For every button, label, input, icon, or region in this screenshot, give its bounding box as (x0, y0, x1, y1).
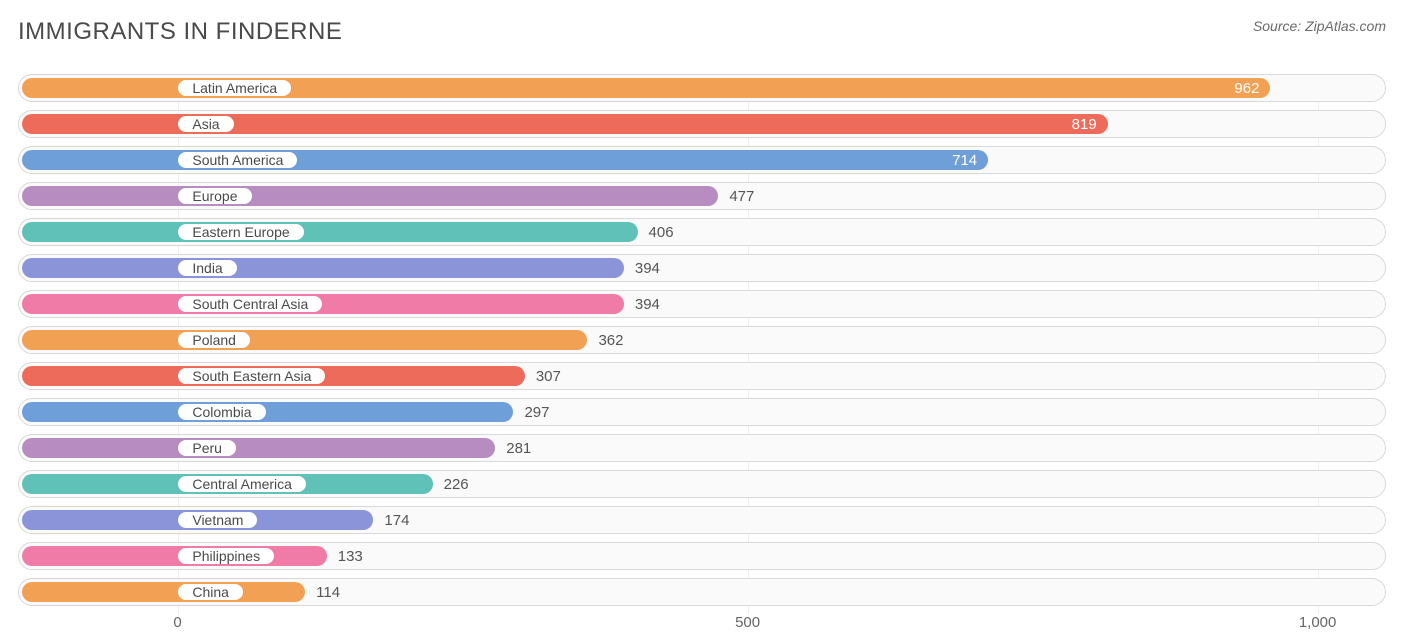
bar-value: 406 (649, 219, 674, 245)
chart-area: Latin America 962 Asia 819 South America 714 E… (18, 74, 1386, 642)
bar-label: South Central Asia (176, 294, 324, 314)
bar-row: Central America 226 (18, 470, 1386, 498)
bar-label: Philippines (176, 546, 276, 566)
bar-row: Poland 362 (18, 326, 1386, 354)
bar-label: Colombia (176, 402, 267, 422)
bar-row: Peru 281 (18, 434, 1386, 462)
chart-header: IMMIGRANTS IN FINDERNE Source: ZipAtlas.… (18, 18, 1386, 46)
bar-value: 307 (536, 363, 561, 389)
axis-tick: 500 (735, 614, 760, 631)
bar-fill (22, 258, 624, 278)
bar-row: India 394 (18, 254, 1386, 282)
bar-fill (22, 402, 513, 422)
bar-value: 114 (316, 579, 340, 605)
bar-row: Vietnam 174 (18, 506, 1386, 534)
bar-fill (22, 150, 988, 170)
bar-row: Philippines 133 (18, 542, 1386, 570)
bar-fill (22, 438, 495, 458)
bar-label: China (176, 582, 245, 602)
bar-label: Eastern Europe (176, 222, 305, 242)
bar-value: 819 (1072, 111, 1097, 137)
bar-value: 297 (524, 399, 549, 425)
bar-label: Asia (176, 114, 235, 134)
bar-row: Asia 819 (18, 110, 1386, 138)
x-axis: 0 500 1,000 (18, 614, 1386, 642)
axis-tick: 1,000 (1299, 614, 1337, 631)
bar-value: 281 (506, 435, 531, 461)
bar-value: 133 (338, 543, 363, 569)
bar-fill (22, 582, 305, 602)
bar-row: China 114 (18, 578, 1386, 606)
bar-fill (22, 186, 718, 206)
bar-label: Poland (176, 330, 252, 350)
bar-row: Latin America 962 (18, 74, 1386, 102)
bar-value: 714 (952, 147, 977, 173)
bar-fill (22, 330, 587, 350)
bar-row: Europe 477 (18, 182, 1386, 210)
bar-label: Vietnam (176, 510, 259, 530)
chart-source: Source: ZipAtlas.com (1253, 18, 1386, 34)
bar-row: South Eastern Asia 307 (18, 362, 1386, 390)
bar-value: 394 (635, 291, 660, 317)
bar-value: 962 (1234, 75, 1259, 101)
bar-label: India (176, 258, 238, 278)
bar-row: South America 714 (18, 146, 1386, 174)
axis-tick: 0 (173, 614, 181, 631)
bar-label: Latin America (176, 78, 293, 98)
bar-label: Europe (176, 186, 253, 206)
bar-fill (22, 222, 638, 242)
bar-value: 394 (635, 255, 660, 281)
bar-row: Colombia 297 (18, 398, 1386, 426)
bar-value: 226 (444, 471, 469, 497)
bar-fill (22, 546, 327, 566)
bar-label: South America (176, 150, 299, 170)
bar-value: 362 (598, 327, 623, 353)
bar-label: Central America (176, 474, 308, 494)
bar-value: 477 (729, 183, 754, 209)
bar-value: 174 (384, 507, 409, 533)
chart-title: IMMIGRANTS IN FINDERNE (18, 18, 342, 46)
bar-row: Eastern Europe 406 (18, 218, 1386, 246)
bar-label: Peru (176, 438, 238, 458)
bar-row: South Central Asia 394 (18, 290, 1386, 318)
bar-label: South Eastern Asia (176, 366, 327, 386)
